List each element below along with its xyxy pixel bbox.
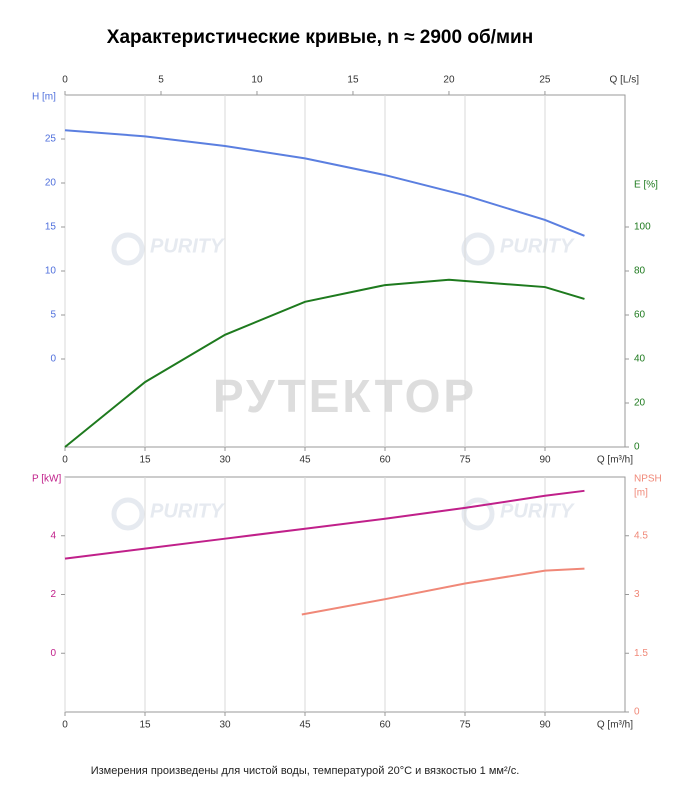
x2-tick-label: 20	[443, 75, 455, 86]
x2-tick-label: 25	[539, 75, 551, 86]
series-line	[64, 129, 585, 237]
y-axis-label: H [m]	[32, 92, 56, 103]
y2-tick-label: 100	[634, 222, 651, 233]
y-tick-label: 4	[50, 530, 56, 541]
logo-mark	[461, 497, 495, 531]
x-tick-label: 15	[139, 720, 151, 731]
y-tick-label: 15	[45, 222, 57, 233]
y-tick-label: 20	[45, 178, 57, 189]
x2-axis-label: Q [L/s]	[610, 75, 640, 86]
logo-text: PURITY	[150, 500, 225, 522]
y2-tick-label: 0	[634, 707, 640, 718]
x-tick-label: 0	[62, 455, 68, 466]
series-line	[64, 489, 585, 560]
y2-tick-label: 40	[634, 354, 646, 365]
x-tick-label: 60	[379, 455, 391, 466]
series-line	[301, 567, 585, 616]
footnote: Измерения произведены для чистой воды, т…	[91, 765, 520, 777]
x2-tick-label: 15	[347, 75, 359, 86]
x-tick-label: 0	[62, 720, 68, 731]
logo-text: PURITY	[150, 235, 225, 257]
logo-mark	[111, 497, 145, 531]
x-axis-label: Q [m³/h]	[597, 720, 633, 731]
x-tick-label: 15	[139, 455, 151, 466]
y2-tick-label: 60	[634, 310, 646, 321]
y-tick-label: 5	[50, 310, 56, 321]
x2-tick-label: 10	[251, 75, 263, 86]
x2-tick-label: 0	[62, 75, 68, 86]
series-line	[64, 278, 585, 448]
x-tick-label: 90	[539, 455, 551, 466]
x-axis-label: Q [m³/h]	[597, 455, 633, 466]
y2-tick-label: 20	[634, 398, 646, 409]
x2-tick-label: 5	[158, 75, 164, 86]
y-tick-label: 2	[50, 589, 56, 600]
logo-text: PURITY	[500, 500, 575, 522]
x-tick-label: 90	[539, 720, 551, 731]
logo-mark	[111, 232, 145, 266]
y2-axis-label: NPSH	[634, 474, 662, 485]
y2-axis-label: E [%]	[634, 180, 658, 191]
y2-tick-label: 4.5	[634, 530, 648, 541]
y-tick-label: 0	[50, 648, 56, 659]
logo-mark	[461, 232, 495, 266]
x-tick-label: 30	[219, 720, 231, 731]
x-tick-label: 45	[299, 720, 311, 731]
y2-axis-label: [m]	[634, 488, 648, 499]
y-tick-label: 25	[45, 134, 57, 145]
x-tick-label: 30	[219, 455, 231, 466]
y2-tick-label: 1.5	[634, 648, 648, 659]
logo-text: PURITY	[500, 235, 575, 257]
watermark: РУТЕКТОР	[213, 370, 477, 422]
y2-tick-label: 0	[634, 442, 640, 453]
x-tick-label: 75	[459, 720, 471, 731]
x-tick-label: 60	[379, 720, 391, 731]
chart-title: Характеристические кривые, n ≈ 2900 об/м…	[107, 27, 533, 48]
y-tick-label: 0	[50, 354, 56, 365]
x-tick-label: 75	[459, 455, 471, 466]
y2-tick-label: 3	[634, 589, 640, 600]
x-tick-label: 45	[299, 455, 311, 466]
y-tick-label: 10	[45, 266, 57, 277]
y2-tick-label: 80	[634, 266, 646, 277]
y-axis-label: P [kW]	[32, 474, 61, 485]
